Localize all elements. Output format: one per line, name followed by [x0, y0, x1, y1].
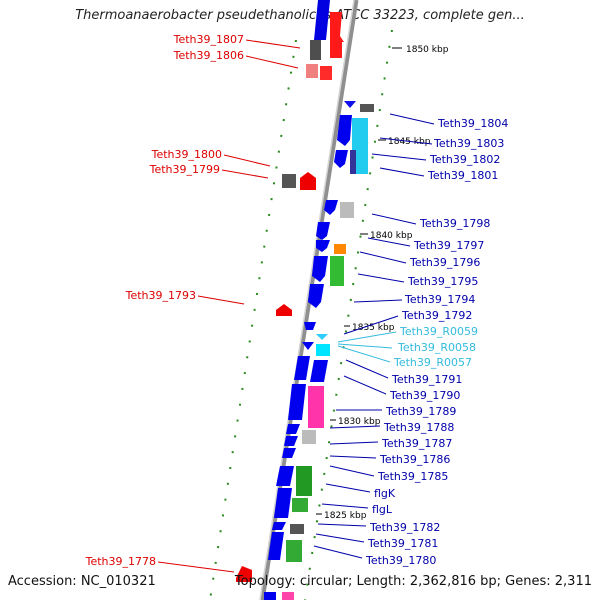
gene-arrow	[276, 466, 294, 486]
gene-arrow	[304, 322, 316, 330]
gene-block	[316, 344, 330, 356]
gene-block	[330, 42, 342, 58]
gene-label: Teth39_1781	[367, 537, 438, 550]
map-title: Thermoanaerobacter pseudethanolicus ATCC…	[75, 8, 525, 23]
gene-label: Teth39_1792	[401, 309, 472, 322]
gene-arrow	[276, 304, 292, 316]
gene-block	[302, 430, 316, 444]
gene-label: Teth39_1788	[383, 421, 454, 434]
gene-arrow	[268, 532, 284, 560]
gene-label: Teth39_1789	[385, 405, 456, 418]
gene-block	[334, 244, 346, 254]
left-gene-labels[interactable]: Teth39_1807 Teth39_1806 Teth39_1800 Teth…	[85, 33, 301, 573]
right-gene-labels[interactable]: Teth39_1804 Teth39_1803 Teth39_1802 Teth…	[313, 113, 508, 567]
gene-block	[330, 256, 344, 286]
gene-arrow	[294, 356, 310, 380]
gene-block	[310, 40, 321, 60]
gene-arrow	[308, 284, 324, 308]
gene-block	[308, 386, 324, 428]
gene-label: Teth39_R0057	[393, 356, 472, 369]
gene-block	[360, 104, 374, 112]
gene-track-forward[interactable]	[264, 0, 356, 600]
gene-block	[286, 540, 302, 562]
gene-block	[290, 524, 304, 534]
gene-arrow	[334, 150, 348, 168]
gene-arrow	[330, 12, 344, 42]
gene-arrow	[314, 0, 330, 40]
gene-arrow	[236, 566, 252, 582]
gene-label: Teth39_1804	[437, 117, 508, 130]
gene-label: Teth39_1807	[173, 33, 244, 46]
gene-label: Teth39_1793	[125, 289, 196, 302]
tick-label: 1830 kbp	[338, 417, 381, 427]
gene-label: Teth39_1785	[377, 470, 448, 483]
gene-label: Teth39_R0058	[397, 341, 476, 354]
gene-block	[306, 64, 318, 78]
gene-label: Teth39_1787	[381, 437, 452, 450]
gene-label: Teth39_1780	[365, 554, 436, 567]
gene-label: Teth39_1798	[419, 217, 490, 230]
tick-label: 1825 kbp	[324, 511, 367, 521]
gene-label: Teth39_1786	[379, 453, 450, 466]
gene-label: flgK	[374, 487, 396, 500]
gene-block	[264, 592, 276, 600]
accession-text: Accession: NC_010321	[8, 574, 156, 589]
gene-label: Teth39_1790	[389, 389, 460, 402]
gene-arrow	[310, 360, 328, 382]
gene-arrow	[274, 488, 292, 518]
gene-arrow	[324, 200, 338, 215]
gene-label: Teth39_1795	[407, 275, 478, 288]
tick-label: 1840 kbp	[370, 231, 413, 241]
gene-label: Teth39_1778	[85, 555, 156, 568]
gene-arrow	[286, 424, 300, 434]
gc-dotted-track-right	[304, 29, 393, 600]
gene-label: Teth39_1802	[429, 153, 500, 166]
tick-label: 1845 kbp	[388, 137, 431, 147]
gene-label: Teth39_1803	[433, 137, 504, 150]
gene-label: Teth39_1791	[391, 373, 462, 386]
gene-arrow	[282, 448, 296, 458]
gene-label: Teth39_1794	[404, 293, 475, 306]
gene-block	[340, 202, 354, 218]
gene-block	[350, 150, 356, 174]
gene-arrow	[316, 222, 330, 240]
gene-arrow	[316, 240, 330, 252]
gene-arrow	[300, 172, 316, 190]
gene-block	[292, 498, 308, 512]
gene-block	[282, 592, 294, 600]
gene-label: Teth39_1796	[409, 256, 480, 269]
gene-label: flgL	[372, 503, 393, 516]
gene-arrow	[284, 436, 298, 446]
tick-label: 1850 kbp	[406, 45, 449, 55]
gene-arrow	[337, 115, 352, 146]
gene-arrow	[316, 334, 328, 340]
gene-block	[320, 66, 332, 80]
tick-label: 1835 kbp	[352, 323, 395, 333]
gene-arrow	[312, 256, 328, 282]
scale-ticks: 1850 kbp 1845 kbp 1840 kbp 1835 kbp 1830…	[316, 45, 449, 521]
gene-block	[282, 174, 296, 188]
gene-label: Teth39_1782	[369, 521, 440, 534]
gene-arrow	[302, 342, 314, 350]
gene-track-reverse[interactable]	[236, 12, 374, 582]
gene-label: Teth39_1799	[149, 163, 220, 176]
gene-label: Teth39_R0059	[399, 325, 478, 338]
gene-label: Teth39_1797	[413, 239, 484, 252]
gene-block	[296, 466, 312, 496]
gene-label: Teth39_1806	[173, 49, 244, 62]
gene-label: Teth39_1801	[427, 169, 498, 182]
genome-summary-text: Topology: circular; Length: 2,362,816 bp…	[234, 574, 592, 589]
gene-arrow	[272, 522, 286, 530]
gene-arrow	[288, 384, 306, 420]
gene-label: Teth39_1800	[151, 148, 222, 161]
gene-arrow	[344, 101, 356, 108]
